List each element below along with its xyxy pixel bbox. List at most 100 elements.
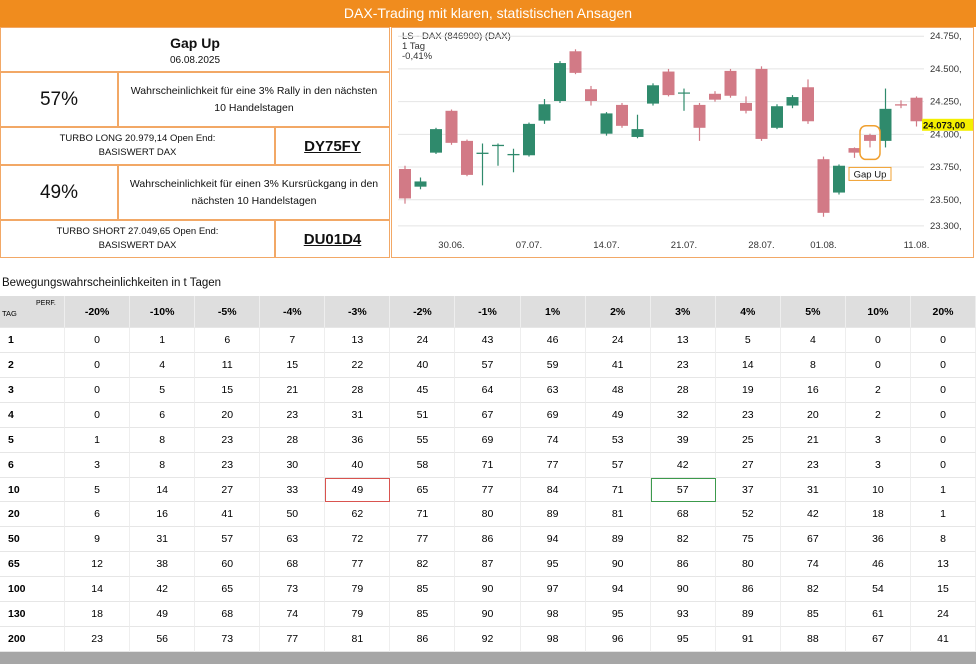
- table-cell: 39: [650, 427, 716, 453]
- y-tick-label: 23.500,: [930, 195, 962, 206]
- table-cell: 46: [845, 552, 911, 578]
- cell-highlight: [650, 477, 716, 503]
- table-cell: 13: [650, 328, 716, 353]
- candle-body: [414, 181, 427, 187]
- table-cell: 15: [910, 577, 976, 603]
- candle-body: [585, 89, 597, 101]
- table-cell: 23: [650, 352, 716, 378]
- table-cell: 55: [390, 427, 456, 453]
- table-cell: 3: [65, 452, 131, 478]
- table-cell: 81: [325, 627, 391, 652]
- table-cell: 42: [130, 577, 196, 603]
- table-cell: 85: [390, 577, 456, 603]
- column-header: -5%: [195, 296, 261, 328]
- table-cell: 86: [715, 577, 781, 603]
- table-cell: 0: [910, 328, 976, 353]
- table-cell: 0: [910, 377, 976, 403]
- y-tick-label: 24.250,: [930, 97, 962, 108]
- table-cell: 57: [455, 352, 521, 378]
- table-cell: 90: [455, 602, 521, 628]
- table-cell: 74: [780, 552, 846, 578]
- table-cell: 10: [845, 477, 911, 503]
- row-label: 65: [0, 552, 66, 578]
- candle-body: [647, 85, 659, 104]
- candle-body: [600, 113, 613, 134]
- candle-body: [740, 102, 752, 111]
- long-probability: 57%: [0, 72, 118, 127]
- table-cell: 50: [260, 502, 326, 528]
- table-cell: 89: [520, 502, 586, 528]
- corner-label: PERF.: [36, 300, 56, 307]
- text-line: Wahrscheinlichkeit für eine 3% Rally in …: [130, 84, 378, 97]
- table-cell: 73: [260, 577, 326, 603]
- table-cell: 8: [130, 452, 196, 478]
- column-header: -3%: [325, 296, 391, 328]
- column-header: 5%: [780, 296, 846, 328]
- table-cell: 0: [845, 352, 911, 378]
- table-cell: 19: [715, 377, 781, 403]
- table-cell: 4: [130, 352, 196, 378]
- y-tick-label: 23.750,: [930, 162, 962, 173]
- column-header: 4%: [715, 296, 781, 328]
- table-cell: 16: [130, 502, 196, 528]
- table-cell: 90: [585, 552, 651, 578]
- text-line: BASISWERT DAX: [98, 147, 177, 158]
- table-cell: 5: [130, 377, 196, 403]
- table-cell: 79: [325, 602, 391, 628]
- y-tick-label: 23.300,: [930, 221, 962, 232]
- table-cell: 23: [195, 427, 261, 453]
- table-cell: 67: [780, 527, 846, 553]
- chart-subtitle: -0,41%: [402, 51, 433, 62]
- column-header: -4%: [260, 296, 326, 328]
- table-cell: 30: [260, 452, 326, 478]
- chart-subtitle: 1 Tag: [402, 41, 425, 52]
- table-cell: 6: [195, 328, 261, 353]
- table-cell: 21: [260, 377, 326, 403]
- table-cell: 23: [780, 452, 846, 478]
- table-cell: 41: [910, 627, 976, 652]
- table-cell: 36: [845, 527, 911, 553]
- signal-title: Gap Up: [170, 34, 220, 51]
- table-cell: 0: [910, 402, 976, 428]
- candle-body: [538, 104, 551, 121]
- annotation-ring: [859, 124, 881, 161]
- table-cell: 6: [130, 402, 196, 428]
- header-corner: [0, 296, 66, 328]
- table-cell: 94: [520, 527, 586, 553]
- long-code: DY75FY: [275, 127, 390, 165]
- table-cell: 72: [325, 527, 391, 553]
- table-cell: 77: [455, 477, 521, 503]
- last-price-label: 24.073,00: [923, 120, 965, 131]
- table-cell: 86: [650, 552, 716, 578]
- table-cell: 95: [520, 552, 586, 578]
- table-cell: 77: [390, 527, 456, 553]
- cell-highlight: [325, 477, 391, 503]
- table-cell: 42: [780, 502, 846, 528]
- corner-label: TAG: [2, 309, 17, 318]
- table-cell: 82: [780, 577, 846, 603]
- table-cell: 82: [650, 527, 716, 553]
- text-line: 10 Handelstagen: [214, 101, 294, 114]
- table-cell: 20: [195, 402, 261, 428]
- text-line: TURBO LONG 20.979,14 Open End:: [59, 133, 216, 144]
- x-tick-label: 28.07.: [748, 240, 774, 251]
- short-probability: 49%: [0, 165, 118, 220]
- column-header: 10%: [845, 296, 911, 328]
- table-cell: 0: [65, 328, 131, 353]
- table-cell: 28: [325, 377, 391, 403]
- table-cell: 57: [195, 527, 261, 553]
- table-cell: 27: [715, 452, 781, 478]
- table-cell: 23: [65, 627, 131, 652]
- candle-body: [709, 93, 721, 100]
- header-title: DAX-Trading mit klaren, statistischen An…: [0, 0, 976, 27]
- table-cell: 28: [260, 427, 326, 453]
- table-cell: 90: [650, 577, 716, 603]
- short-product: TURBO SHORT 27.049,65 Open End: BASISWER…: [0, 220, 275, 258]
- candle-body: [910, 97, 923, 122]
- table-cell: 65: [390, 477, 456, 503]
- table-cell: 68: [260, 552, 326, 578]
- table-cell: 14: [130, 477, 196, 503]
- table-cell: 68: [650, 502, 716, 528]
- candle-body: [771, 106, 783, 128]
- row-label: 10: [0, 477, 66, 503]
